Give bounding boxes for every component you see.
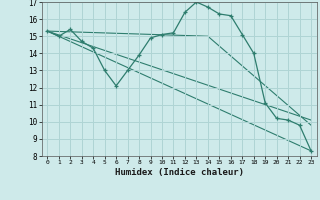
X-axis label: Humidex (Indice chaleur): Humidex (Indice chaleur) [115,168,244,177]
